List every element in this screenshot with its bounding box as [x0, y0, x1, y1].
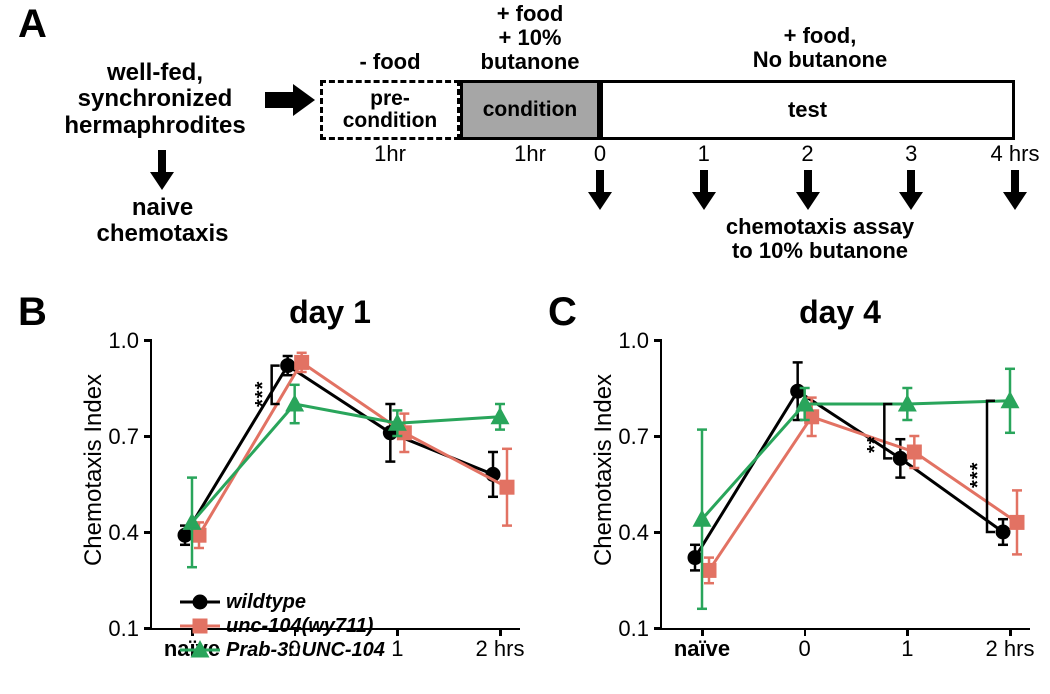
ytick-label: 1.0 — [607, 328, 649, 354]
arrow-right-icon — [265, 82, 315, 118]
panel-c-ylabel: Chemotaxis Index — [590, 330, 618, 610]
legend: wildtypeunc-104(wy711)Prab-3::UNC-104 — [180, 590, 385, 662]
arrow-down-icon — [1003, 170, 1027, 210]
panel-c-chart: day 4 Chemotaxis Index 0.10.40.71.0naïve… — [580, 300, 1040, 680]
panel-b-ylabel: Chemotaxis Index — [80, 330, 108, 610]
xtick-label: 1 — [862, 636, 952, 662]
panel-a: well-fed,synchronizedhermaphrodites naiv… — [0, 0, 1050, 280]
precondition-box: pre-condition — [320, 80, 460, 140]
panel-b-title: day 1 — [230, 294, 430, 331]
panel-c-title: day 4 — [740, 294, 940, 331]
legend-item: Prab-3::UNC-104 — [180, 638, 385, 662]
ytick-label: 0.4 — [607, 520, 649, 546]
panel-a-naive-text: naivechemotaxis — [75, 195, 250, 248]
precondition-header: - food — [320, 50, 460, 74]
ytick-label: 0.7 — [97, 424, 139, 450]
condition-box-label: condition — [483, 99, 577, 121]
condition-box: condition — [460, 80, 600, 140]
figure: A well-fed,synchronizedhermaphrodites na… — [0, 0, 1050, 694]
panel-c-plot: 0.10.40.71.0naïve012 hrs***** — [660, 340, 1030, 630]
precondition-duration: 1hr — [320, 142, 460, 166]
test-tick-label: 3 — [876, 142, 946, 166]
test-box-label: test — [788, 98, 827, 121]
legend-label: unc-104(wy711) — [226, 615, 373, 638]
legend-label: wildtype — [226, 591, 306, 614]
assay-text: chemotaxis assayto 10% butanone — [640, 215, 1000, 263]
condition-header: + food+ 10%butanone — [460, 2, 600, 75]
precondition-box-label: pre-condition — [343, 88, 437, 132]
ytick-label: 0.1 — [607, 616, 649, 642]
arrow-down-icon — [150, 150, 174, 190]
significance-label: ** — [864, 436, 887, 454]
panel-c-label: C — [548, 290, 577, 335]
test-header: + food,No butanone — [640, 24, 1000, 72]
significance-label: *** — [252, 380, 275, 406]
test-box: test — [600, 80, 1015, 140]
ytick-label: 0.4 — [97, 520, 139, 546]
arrow-down-icon — [899, 170, 923, 210]
arrow-down-icon — [796, 170, 820, 210]
test-tick-label: 0 — [565, 142, 635, 166]
ytick-label: 0.1 — [97, 616, 139, 642]
ytick-label: 1.0 — [97, 328, 139, 354]
test-tick-label: 4 hrs — [980, 142, 1050, 166]
panel-b-label: B — [18, 290, 47, 335]
significance-label: *** — [967, 462, 990, 488]
test-tick-label: 2 — [773, 142, 843, 166]
panel-a-left-top-text: well-fed,synchronizedhermaphrodites — [45, 60, 265, 139]
xtick-label: naïve — [657, 636, 747, 662]
legend-item: wildtype — [180, 590, 385, 614]
xtick-label: 2 hrs — [455, 636, 545, 662]
xtick-label: 0 — [760, 636, 850, 662]
ytick-label: 0.7 — [607, 424, 649, 450]
legend-item: unc-104(wy711) — [180, 614, 385, 638]
xtick-label: 2 hrs — [965, 636, 1050, 662]
panel-b-plot: 0.10.40.71.0naïve012 hrs*** — [150, 340, 520, 630]
arrow-down-icon — [588, 170, 612, 210]
arrow-down-icon — [692, 170, 716, 210]
test-tick-label: 1 — [669, 142, 739, 166]
legend-label: Prab-3::UNC-104 — [226, 639, 385, 662]
